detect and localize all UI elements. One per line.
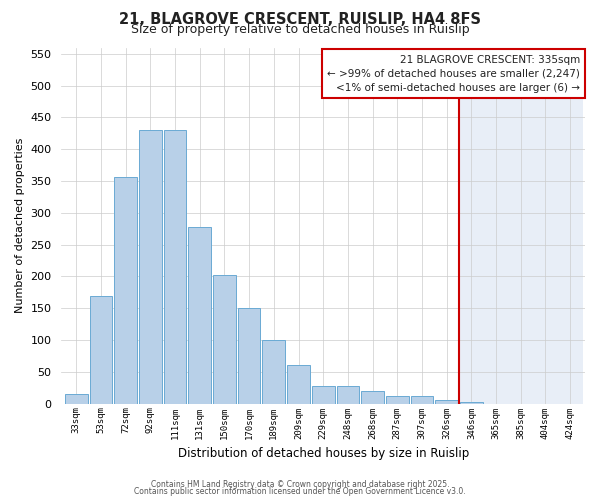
Bar [89,296,112,404]
Bar [386,396,409,404]
Bar [238,308,260,404]
Bar [262,340,285,404]
Bar [287,366,310,404]
Bar [139,130,161,404]
Bar [460,402,483,404]
Bar [213,275,236,404]
Text: Size of property relative to detached houses in Ruislip: Size of property relative to detached ho… [131,22,469,36]
Bar [436,400,458,404]
Bar [312,386,335,404]
Text: Contains HM Land Registry data © Crown copyright and database right 2025.: Contains HM Land Registry data © Crown c… [151,480,449,489]
Bar [114,176,137,404]
Bar [410,396,433,404]
Text: 21, BLAGROVE CRESCENT, RUISLIP, HA4 8FS: 21, BLAGROVE CRESCENT, RUISLIP, HA4 8FS [119,12,481,28]
Bar [459,48,583,404]
Bar [188,227,211,404]
X-axis label: Distribution of detached houses by size in Ruislip: Distribution of detached houses by size … [178,447,469,460]
Text: 21 BLAGROVE CRESCENT: 335sqm
← >99% of detached houses are smaller (2,247)
<1% o: 21 BLAGROVE CRESCENT: 335sqm ← >99% of d… [327,54,580,92]
Bar [361,391,384,404]
Y-axis label: Number of detached properties: Number of detached properties [15,138,25,314]
Bar [337,386,359,404]
Bar [164,130,187,404]
Bar [65,394,88,404]
Text: Contains public sector information licensed under the Open Government Licence v3: Contains public sector information licen… [134,487,466,496]
